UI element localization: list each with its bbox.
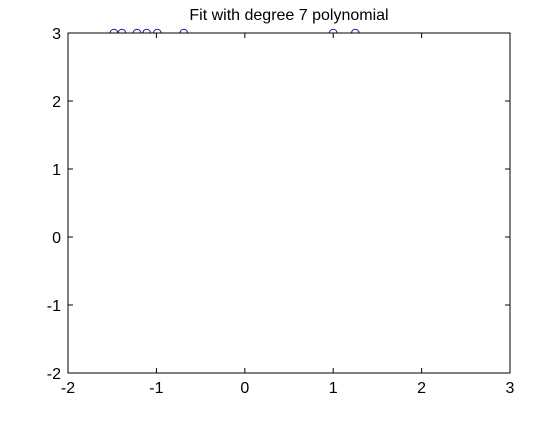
x-tick-label: -2 [61,380,75,397]
x-tick-label: -1 [149,380,163,397]
chart-title: Fit with degree 7 polynomial [189,7,388,24]
y-tick-label: 3 [52,26,61,43]
y-tick-label: 0 [52,230,61,247]
y-tick-label: -2 [47,366,61,383]
x-tick-label: 0 [240,380,249,397]
y-tick-label: 2 [52,94,61,111]
plot-frame [67,32,511,374]
y-tick-label: 1 [52,162,61,179]
y-tick-label: -1 [47,298,61,315]
x-tick-label: 3 [506,380,515,397]
axes: -2 -1 0 1 2 3 -2 -1 0 1 2 3 [47,26,515,397]
x-tick-label: 2 [417,380,426,397]
x-tick-label: 1 [329,380,338,397]
